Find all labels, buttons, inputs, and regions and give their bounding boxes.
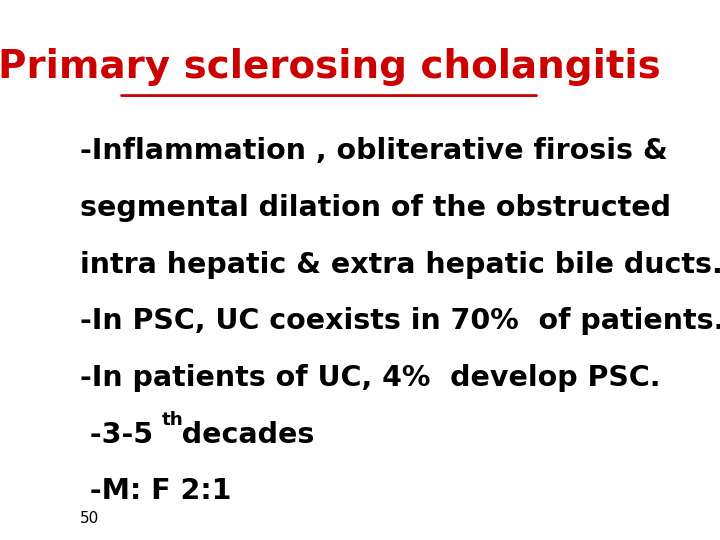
Text: th: th — [162, 410, 184, 429]
Text: decades: decades — [162, 421, 315, 449]
Text: -3-5: -3-5 — [80, 421, 153, 449]
Text: segmental dilation of the obstructed: segmental dilation of the obstructed — [80, 194, 671, 222]
Text: -M: F 2:1: -M: F 2:1 — [80, 477, 232, 505]
Text: Primary sclerosing cholangitis: Primary sclerosing cholangitis — [0, 49, 660, 86]
Text: -In PSC, UC coexists in 70%  of patients.: -In PSC, UC coexists in 70% of patients. — [80, 307, 720, 335]
Text: 50: 50 — [80, 511, 99, 526]
Text: -In patients of UC, 4%  develop PSC.: -In patients of UC, 4% develop PSC. — [80, 364, 660, 392]
Text: intra hepatic & extra hepatic bile ducts.: intra hepatic & extra hepatic bile ducts… — [80, 251, 720, 279]
Text: -Inflammation , obliterative firosis &: -Inflammation , obliterative firosis & — [80, 137, 667, 165]
